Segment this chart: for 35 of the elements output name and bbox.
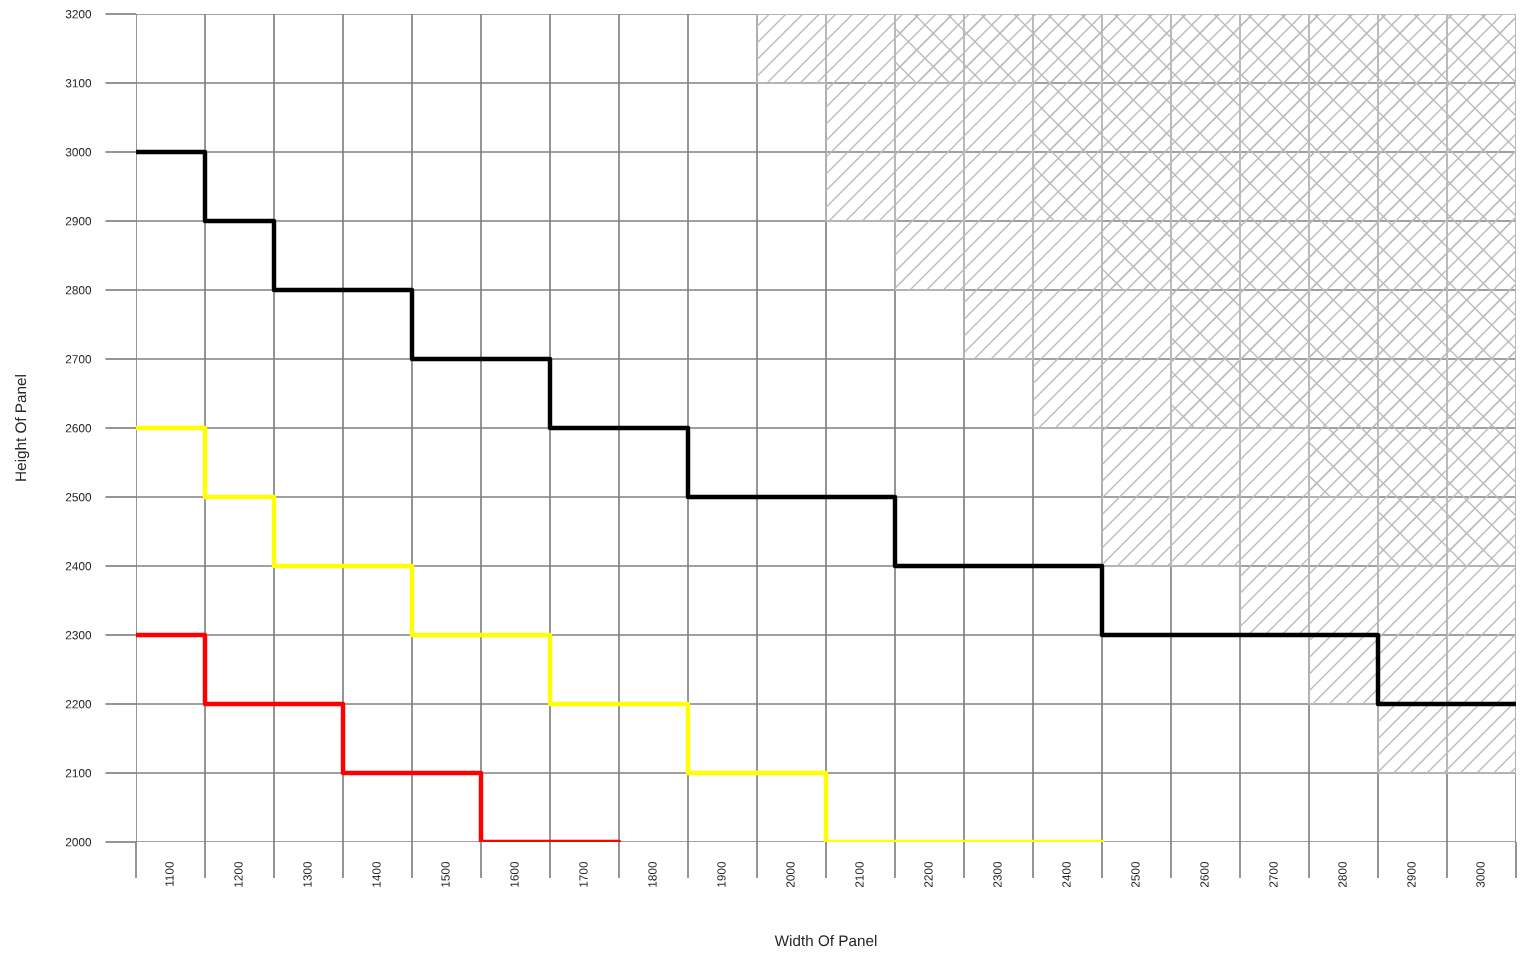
y-tick-label: 2500 bbox=[65, 493, 92, 502]
x-tick-label: 2900 bbox=[1407, 861, 1416, 888]
x-tick-label: 1100 bbox=[165, 861, 174, 886]
x-tick-label: 3000 bbox=[1476, 861, 1485, 888]
y-tick-label: 3200 bbox=[65, 10, 92, 19]
y-tick-label: 2200 bbox=[65, 700, 92, 709]
y-tick-label: 3100 bbox=[65, 79, 92, 88]
x-tick-label: 1900 bbox=[717, 861, 726, 887]
y-tick-label: 2900 bbox=[65, 217, 92, 226]
x-tick-label: 1600 bbox=[510, 861, 519, 887]
x-tick-label: 2600 bbox=[1200, 861, 1209, 888]
x-tick-label: 2000 bbox=[786, 861, 795, 888]
x-tick-label: 1700 bbox=[579, 861, 588, 887]
x-tick-label: 2400 bbox=[1062, 861, 1071, 888]
y-tick-label: 3000 bbox=[65, 148, 92, 157]
x-tick-label: 1500 bbox=[441, 861, 450, 887]
y-axis-title: Height Of Panel bbox=[14, 375, 30, 481]
x-tick-label: 2500 bbox=[1131, 861, 1140, 888]
x-tick-label: 2700 bbox=[1269, 861, 1278, 888]
x-tick-label: 1800 bbox=[648, 861, 657, 887]
x-axis-title: Width Of Panel bbox=[774, 934, 877, 947]
x-tick-label: 1400 bbox=[372, 861, 381, 887]
y-tick-label: 2400 bbox=[65, 562, 92, 571]
y-tick-label: 2300 bbox=[65, 631, 92, 640]
y-tick-label: 2600 bbox=[65, 424, 92, 433]
x-tick-label: 2100 bbox=[855, 861, 864, 888]
x-tick-label: 1200 bbox=[234, 861, 243, 887]
x-tick-label: 1300 bbox=[303, 861, 312, 887]
x-tick-label: 2300 bbox=[993, 861, 1002, 888]
y-tick-label: 2000 bbox=[65, 838, 92, 847]
y-tick-label: 2700 bbox=[65, 355, 92, 364]
y-tick-label: 2800 bbox=[65, 286, 92, 295]
y-tick-label: 2100 bbox=[65, 769, 92, 778]
x-tick-label: 2800 bbox=[1338, 861, 1347, 888]
x-tick-label: 2200 bbox=[924, 861, 933, 888]
